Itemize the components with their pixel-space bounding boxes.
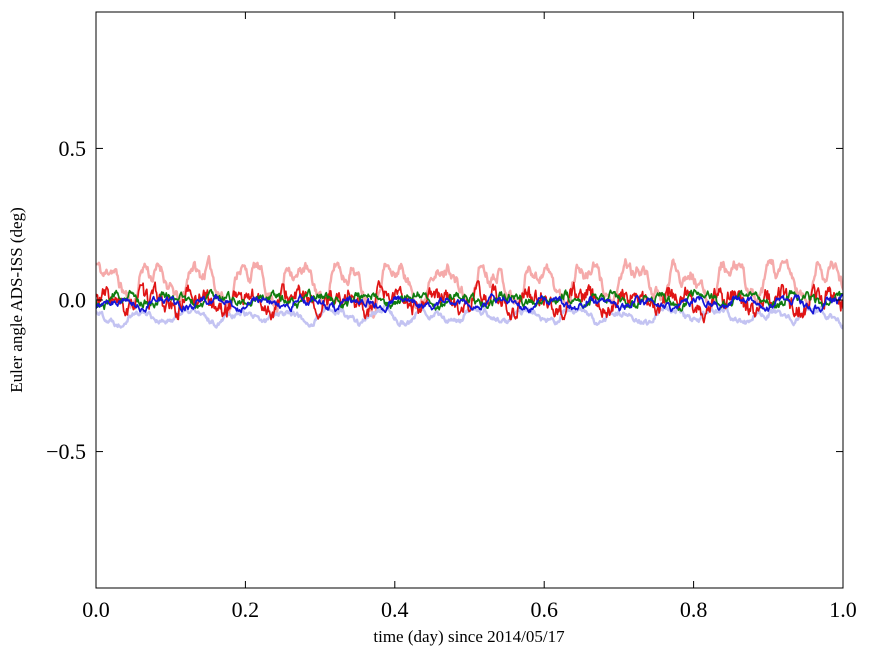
x-tick-label: 0.6 xyxy=(530,597,558,622)
x-tick-label: 1.0 xyxy=(829,597,857,622)
x-tick-label: 0.2 xyxy=(232,597,260,622)
y-axis-label: Euler angle ADS-ISS (deg) xyxy=(7,207,26,393)
x-tick-label: 0.0 xyxy=(82,597,110,622)
series-group xyxy=(96,255,843,330)
x-axis-label: time (day) since 2014/05/17 xyxy=(373,627,565,646)
series-red-euler-angle xyxy=(96,280,843,324)
y-tick-label: 0.5 xyxy=(59,136,87,161)
y-tick-label: −0.5 xyxy=(46,439,86,464)
series-blue-euler-angle xyxy=(96,293,843,315)
axis-ticks xyxy=(95,12,844,588)
axis-tick-labels: 0.0 0.2 0.4 0.6 0.8 1.0 −0.5 0.0 0.5 xyxy=(46,136,857,622)
y-tick-label: 0.0 xyxy=(59,288,87,313)
x-tick-label: 0.4 xyxy=(381,597,409,622)
x-tick-label: 0.8 xyxy=(680,597,708,622)
